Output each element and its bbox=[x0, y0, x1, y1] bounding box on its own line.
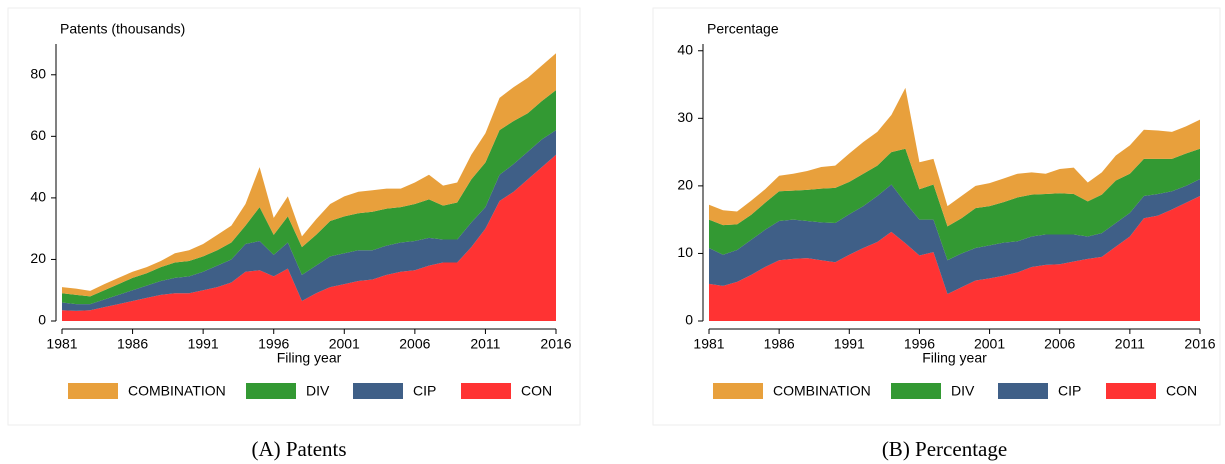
y-tick-label: 20 bbox=[677, 177, 693, 193]
legend-label: CIP bbox=[1058, 383, 1081, 399]
area bbox=[709, 148, 1200, 261]
x-axis-title: Filing year bbox=[922, 350, 987, 366]
panel-frame bbox=[652, 7, 1221, 426]
x-tick-label: 1991 bbox=[188, 336, 219, 352]
x-tick-label: 1986 bbox=[764, 336, 795, 352]
x-tick-label: 2016 bbox=[1184, 336, 1215, 352]
legend-swatch bbox=[713, 383, 763, 399]
area bbox=[62, 130, 556, 311]
y-tick-label: 10 bbox=[677, 244, 693, 260]
x-tick-label: 1986 bbox=[117, 336, 148, 352]
area bbox=[709, 179, 1200, 294]
area bbox=[62, 154, 556, 321]
caption: (B) Percentage bbox=[882, 437, 1007, 461]
x-tick-label: 2006 bbox=[1044, 336, 1075, 352]
x-tick-label: 2011 bbox=[470, 336, 500, 352]
legend-swatch bbox=[461, 383, 511, 399]
legend-label: COMBINATION bbox=[128, 383, 226, 399]
legend-swatch bbox=[1106, 383, 1156, 399]
x-tick-label: 2001 bbox=[974, 336, 1005, 352]
legend-swatch bbox=[353, 383, 403, 399]
area bbox=[62, 90, 556, 305]
x-tick-label: 1981 bbox=[693, 336, 724, 352]
panel-frame bbox=[7, 7, 581, 426]
y-tick-label: 80 bbox=[30, 65, 46, 81]
x-axis-title: Filing year bbox=[277, 350, 342, 366]
x-tick-label: 1991 bbox=[834, 336, 865, 352]
x-tick-label: 2016 bbox=[540, 336, 571, 352]
x-tick-label: 2006 bbox=[399, 336, 430, 352]
area bbox=[709, 196, 1200, 321]
legend-label: DIV bbox=[306, 383, 330, 399]
x-tick-label: 1981 bbox=[46, 336, 77, 352]
y-tick-label: 20 bbox=[30, 250, 46, 266]
x-tick-label: 1996 bbox=[258, 336, 289, 352]
x-tick-label: 1996 bbox=[904, 336, 935, 352]
legend-swatch bbox=[246, 383, 296, 399]
legend-label: DIV bbox=[951, 383, 975, 399]
y-tick-label: 0 bbox=[38, 312, 46, 328]
legend-label: CON bbox=[521, 383, 552, 399]
x-tick-label: 2011 bbox=[1115, 336, 1145, 352]
y-tick-label: 60 bbox=[30, 127, 46, 143]
x-tick-label: 2001 bbox=[329, 336, 360, 352]
y-tick-label: 0 bbox=[685, 312, 693, 328]
y-tick-label: 40 bbox=[30, 189, 46, 205]
y-axis-title: Percentage bbox=[707, 21, 779, 37]
legend-swatch bbox=[68, 383, 118, 399]
y-axis-title: Patents (thousands) bbox=[60, 21, 185, 37]
legend-label: CIP bbox=[413, 383, 436, 399]
y-tick-label: 40 bbox=[677, 41, 693, 57]
legend-swatch bbox=[998, 383, 1048, 399]
legend-swatch bbox=[891, 383, 941, 399]
legend-label: COMBINATION bbox=[773, 383, 871, 399]
caption: (A) Patents bbox=[251, 437, 346, 461]
area bbox=[709, 87, 1200, 227]
legend-label: CON bbox=[1166, 383, 1197, 399]
y-tick-label: 30 bbox=[677, 109, 693, 125]
